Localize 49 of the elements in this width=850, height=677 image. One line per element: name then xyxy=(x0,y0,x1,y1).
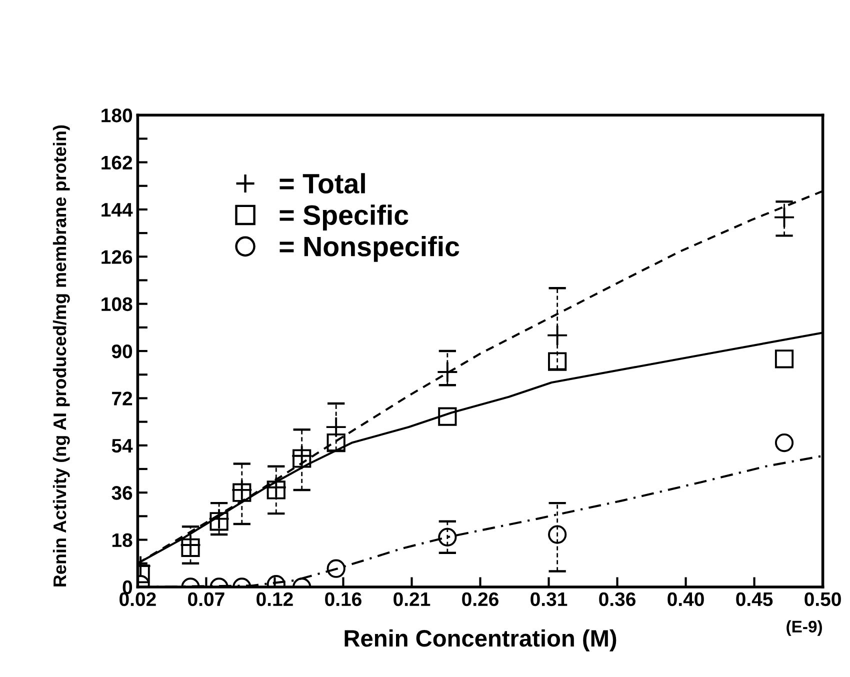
point xyxy=(438,528,457,546)
x-tick-label: 0.36 xyxy=(599,592,636,606)
point xyxy=(181,538,200,557)
y-tick-label: 72 xyxy=(112,392,132,406)
legend-label: = Specific xyxy=(280,204,408,230)
point xyxy=(291,445,313,467)
point xyxy=(436,361,458,383)
x-tick-label: 0.07 xyxy=(188,592,224,606)
point xyxy=(210,512,228,531)
x-tick-label: 0.16 xyxy=(325,592,362,606)
y-tick-label: 0 xyxy=(122,580,132,594)
x-axis-title: Renin Concentration (M) xyxy=(344,629,616,652)
point xyxy=(326,559,346,578)
x-tick-label: 0.40 xyxy=(668,592,704,606)
y-tick-label: 162 xyxy=(102,156,132,170)
point xyxy=(548,525,567,544)
y-tick-label: 180 xyxy=(102,108,132,122)
text: (E-9) xyxy=(786,620,822,636)
point xyxy=(774,433,794,452)
point xyxy=(438,407,457,426)
y-tick-label: 126 xyxy=(102,250,132,264)
x-tick-label: 0.26 xyxy=(462,592,498,606)
x-tick-label: 0.50 xyxy=(804,592,841,606)
legend-label: = Nonspecific xyxy=(280,236,460,262)
point xyxy=(265,476,287,498)
y-axis-title: Renin Activity (ng AI produced/mg membrane protein) xyxy=(52,125,70,586)
y-tick-label: 144 xyxy=(102,203,133,217)
x-tick-label: 0.12 xyxy=(256,592,293,606)
point xyxy=(266,480,286,500)
y-tick-label: 54 xyxy=(112,439,133,453)
point xyxy=(546,324,568,346)
legend-label: = Total xyxy=(280,173,365,194)
x-tick-label: 0.45 xyxy=(736,592,773,606)
point xyxy=(774,206,795,228)
y-tick-label: 90 xyxy=(112,344,132,358)
point xyxy=(231,479,253,501)
x-tick-label: 0.31 xyxy=(530,592,568,606)
point xyxy=(774,350,794,368)
point xyxy=(232,483,252,502)
y-tick-label: 108 xyxy=(102,297,132,312)
x-tick-label: 0.21 xyxy=(394,592,430,606)
point xyxy=(326,433,346,452)
point xyxy=(292,449,312,468)
y-tick-label: 36 xyxy=(112,486,132,500)
point xyxy=(208,508,230,530)
y-tick-label: 18 xyxy=(112,533,132,548)
x-tick-label: 0.02 xyxy=(120,592,156,606)
point xyxy=(548,352,567,371)
point xyxy=(325,416,347,438)
